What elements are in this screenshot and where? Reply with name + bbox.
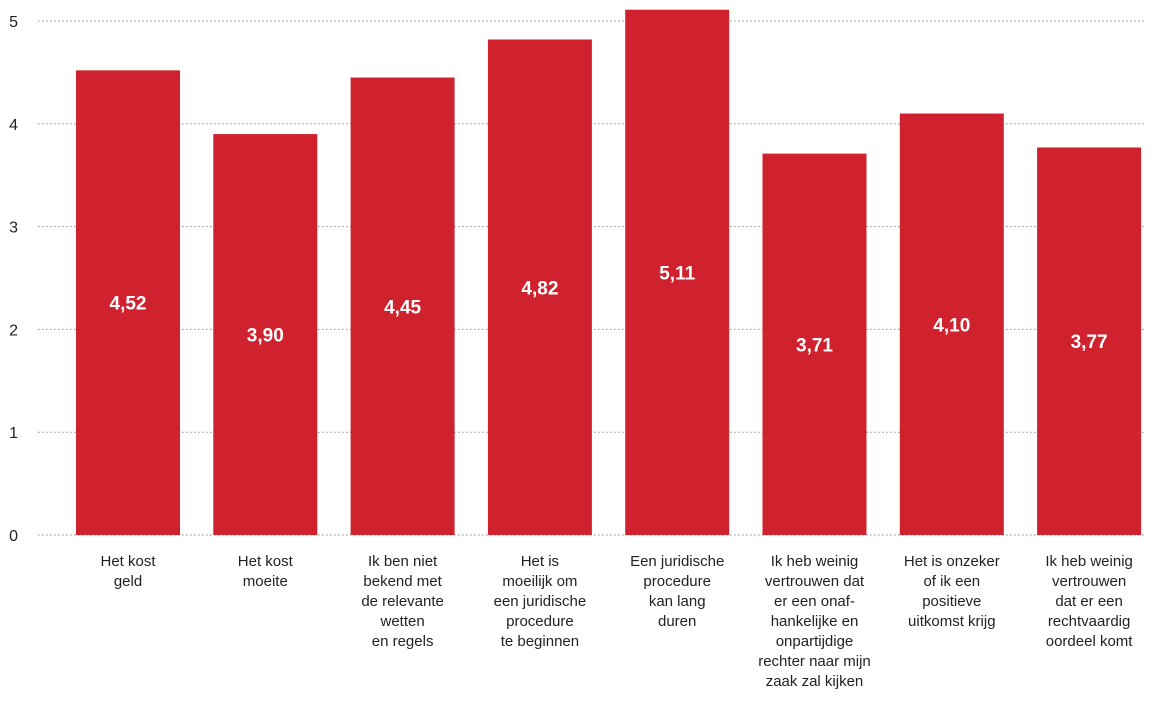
bar-value-label: 5,11 [659,263,695,284]
x-category-label-line: een juridische [494,593,587,610]
x-category-label-line: procedure [506,613,574,630]
x-category-label: Het is moeilijk om een juridische procedure… [494,553,587,650]
x-category-label-line: vertrouwen [1052,573,1126,590]
x-category-label-line: Een juridische [630,553,724,570]
x-category-label-line: rechter naar mijn [758,653,871,670]
x-category-label-line: Het kost [100,553,156,570]
bar-value-label: 3,77 [1071,332,1108,353]
x-category-label-line: te beginnen [501,633,579,650]
x-category-label-line: wetten [379,613,424,630]
x-category-label: Ik heb weinig vertrouwen dat er een onaf-h… [758,553,871,690]
x-category-label-line: Het is [521,553,559,570]
y-tick-label: 0 [9,528,18,545]
x-category-label-line: zaak zal kijken [766,673,864,690]
x-category-label: Het kost geld [100,553,156,590]
x-category-label-line: dat er een [1055,593,1123,610]
bar [899,113,1004,536]
bar [762,153,867,535]
bars [76,9,1142,536]
bar-value-label: 4,52 [110,294,147,315]
x-category-label-line: vertrouwen dat [765,573,865,590]
y-tick-label: 2 [9,322,18,339]
bar [76,70,180,536]
data-labels: 4,52 3,90 4,45 4,82 5,11 3,71 4,10 3,77 [110,263,1108,356]
bar [487,39,592,536]
x-category-label-line: en regels [372,633,434,650]
x-category-label-line: Ik heb weinig [1045,553,1133,570]
x-category-label-line: hankelijke en [771,613,859,630]
x-category-label: Ik ben niet bekend met de relevante wetten e… [361,553,444,650]
x-category-label-line: onpartijdige [776,633,854,650]
x-category-label-line: Ik heb weinig [771,553,859,570]
y-tick-label: 3 [9,220,18,237]
bar-value-label: 4,45 [384,297,421,318]
x-category-label-line: positieve [922,593,981,610]
x-category-label-line: de relevante [361,593,444,610]
x-category-label-line: procedure [643,573,711,590]
x-category-label-line: uitkomst krijg [908,613,996,630]
x-category-label-line: er een onaf- [774,593,855,610]
x-category-label: Het kost moeite [238,553,294,590]
bar [213,134,318,535]
x-category-label-line: of ik een [923,573,980,590]
y-tick-label: 5 [9,14,18,31]
x-category-label: Het is onzeker of ik een positieve uitkomst… [904,553,1000,630]
bar-value-label: 3,71 [796,335,833,356]
bar-value-label: 4,82 [521,278,558,299]
x-category-label-line: Het kost [238,553,294,570]
x-axis-labels: Het kost geld Het kost moeite Ik ben niet bek… [100,553,1133,690]
x-category-label-line: kan lang [649,593,706,610]
bar-value-label: 3,90 [247,326,284,347]
x-category-label-line: geld [114,573,142,590]
bar [1037,147,1142,535]
y-tick-label: 4 [9,117,18,134]
x-category-label-line: Het is onzeker [904,553,1000,570]
x-category-label-line: Ik ben niet [368,553,438,570]
x-category-label-line: rechtvaardig [1048,613,1131,630]
x-category-label: Ik heb weinig vertrouwen dat er een rechtva… [1045,553,1133,650]
bar-value-label: 4,10 [933,315,970,336]
x-category-label-line: oordeel komt [1046,633,1134,650]
bar [350,77,455,535]
y-tick-label: 1 [9,425,18,442]
x-category-label: Een juridische procedure kan lang duren [630,553,724,630]
x-category-label-line: duren [658,613,696,630]
y-axis-ticks: 0 1 2 3 4 5 [9,14,18,545]
x-category-label-line: moeilijk om [502,573,577,590]
x-category-label-line: bekend met [363,573,442,590]
bar [625,9,730,535]
x-category-label-line: moeite [243,573,288,590]
